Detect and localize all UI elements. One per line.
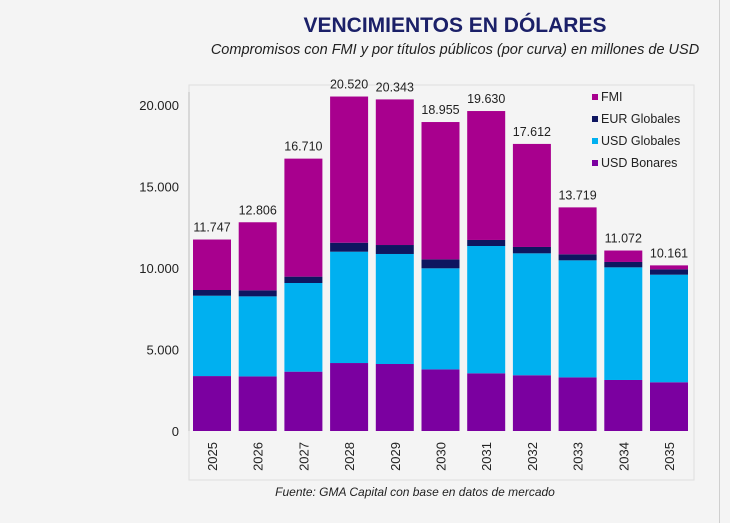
bar-segment-usd-globales <box>284 282 323 372</box>
x-tick-label: 2029 <box>388 442 403 471</box>
bar-segment-fmi <box>421 122 460 260</box>
bar-segment-eur-globales <box>650 269 688 275</box>
bar-segment-usd-bonares <box>193 376 231 431</box>
bar-segment-fmi <box>512 143 551 247</box>
legend-swatch <box>592 138 598 144</box>
legend-swatch <box>592 94 598 100</box>
bar-segment-usd-globales <box>467 245 506 374</box>
chart-source: Fuente: GMA Capital con base en datos de… <box>275 485 555 499</box>
bar-segment-eur-globales <box>238 290 277 297</box>
bar-segment-usd-bonares <box>650 382 688 431</box>
chart-subtitle: Compromisos con FMI y por títulos públic… <box>210 42 700 58</box>
x-tick-label: 2031 <box>479 442 494 471</box>
x-tick-label: 2025 <box>205 442 220 471</box>
total-data-label: 11.072 <box>605 232 642 246</box>
total-data-label: 17.612 <box>513 125 551 139</box>
bar-segment-fmi <box>238 222 277 291</box>
bar-segment-usd-bonares <box>512 375 551 431</box>
bar-segment-eur-globales <box>421 259 460 269</box>
bar-segment-fmi <box>467 111 506 240</box>
bar-segment-usd-globales <box>375 253 414 365</box>
bar-segment-eur-globales <box>467 239 506 246</box>
legend-label: FMI <box>601 90 623 104</box>
bar-segment-fmi <box>193 239 231 291</box>
bar-segment-eur-globales <box>558 254 597 261</box>
x-tick-label: 2032 <box>525 442 540 471</box>
bar-segment-fmi <box>284 158 323 277</box>
bar-segment-usd-globales <box>330 251 369 364</box>
bar-segment-usd-bonares <box>238 376 277 431</box>
y-tick-label: 15.000 <box>139 180 179 195</box>
y-tick-label: 0 <box>172 424 179 439</box>
bar-segment-fmi <box>650 265 688 270</box>
legend-label: USD Bonares <box>601 156 677 170</box>
x-tick-label: 2034 <box>616 442 631 471</box>
chart-title: VENCIMIENTOS EN DÓLARES <box>303 14 607 37</box>
bar-segment-usd-bonares <box>558 377 597 431</box>
bar-segment-eur-globales <box>375 245 414 254</box>
total-data-label: 16.710 <box>284 140 322 154</box>
bar-segment-eur-globales <box>604 261 643 268</box>
total-data-label: 11.747 <box>193 221 230 235</box>
total-data-label: 18.955 <box>421 103 459 117</box>
x-tick-label: 2027 <box>296 442 311 471</box>
total-data-label: 12.806 <box>239 203 277 217</box>
bar-segment-eur-globales <box>193 290 231 296</box>
x-tick-label: 2035 <box>662 442 677 471</box>
total-data-label: 19.630 <box>467 92 505 106</box>
total-data-label: 20.520 <box>330 78 368 92</box>
bar-segment-fmi <box>558 207 597 255</box>
bar-segment-usd-bonares <box>284 371 323 431</box>
bar-segment-eur-globales <box>284 276 323 283</box>
page-border <box>719 0 720 523</box>
bar-segment-usd-bonares <box>421 369 460 431</box>
bar-segment-eur-globales <box>330 242 369 252</box>
bar-segment-usd-bonares <box>467 373 506 431</box>
x-tick-label: 2033 <box>571 442 586 471</box>
y-tick-label: 20.000 <box>139 98 179 113</box>
x-tick-label: 2028 <box>342 442 357 471</box>
bar-segment-usd-globales <box>193 295 231 377</box>
legend-label: EUR Globales <box>601 112 680 126</box>
total-data-label: 13.719 <box>558 188 596 202</box>
bar-segment-fmi <box>604 250 643 262</box>
bar-segment-usd-globales <box>512 253 551 376</box>
bar-segment-eur-globales <box>512 246 551 254</box>
legend-label: USD Globales <box>601 134 680 148</box>
bar-segment-usd-bonares <box>330 363 369 431</box>
y-tick-label: 5.000 <box>146 343 179 358</box>
bar-segment-usd-globales <box>604 267 643 380</box>
legend-swatch <box>592 116 598 122</box>
bar-segment-usd-bonares <box>375 364 414 431</box>
legend-swatch <box>592 160 598 166</box>
y-tick-label: 10.000 <box>139 261 179 276</box>
bar-segment-usd-globales <box>238 296 277 377</box>
x-tick-label: 2030 <box>434 442 449 471</box>
bar-segment-usd-globales <box>421 268 460 370</box>
bar-segment-usd-globales <box>558 260 597 378</box>
bar-segment-fmi <box>330 96 369 243</box>
bar-segment-fmi <box>375 99 414 246</box>
total-data-label: 10.161 <box>650 246 688 260</box>
x-tick-label: 2026 <box>251 442 266 471</box>
bar-segment-usd-globales <box>650 274 688 383</box>
total-data-label: 20.343 <box>376 80 414 94</box>
bar-segment-usd-bonares <box>604 379 643 431</box>
